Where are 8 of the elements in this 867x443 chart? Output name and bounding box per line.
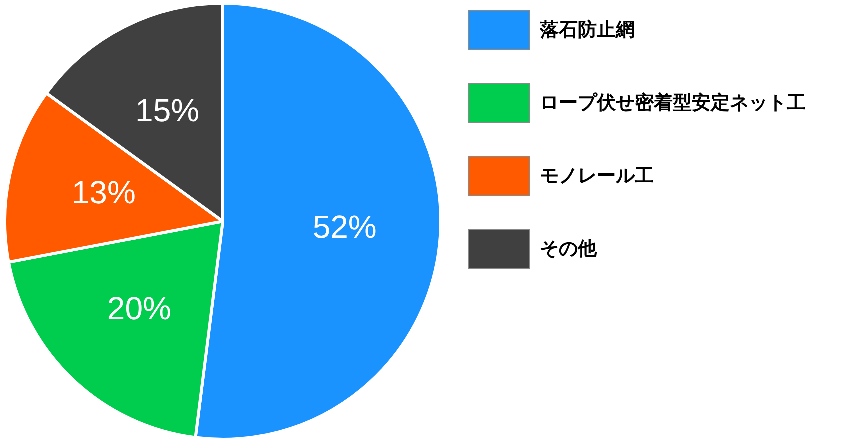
data-label: 15% [136,92,200,129]
data-label: 20% [107,290,172,326]
data-label: 52% [312,208,377,245]
legend-label: ロープ伏せ密着型安定ネット工 [540,91,806,116]
legend-label: モノレール工 [540,164,654,189]
legend-label: 落石防止網 [540,18,635,43]
data-label: 13% [72,174,136,211]
legend-label: その他 [540,237,597,262]
